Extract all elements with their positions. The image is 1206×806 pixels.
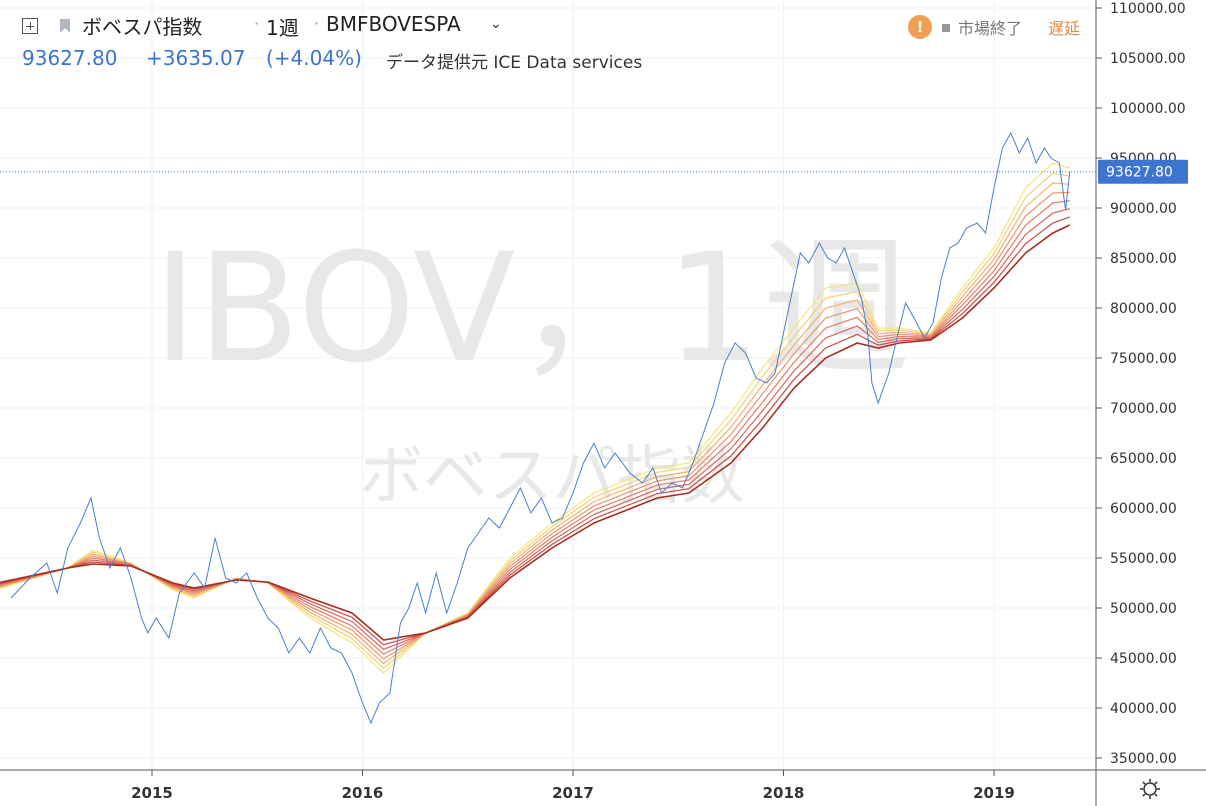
x-tick-label: 2019 <box>973 784 1015 802</box>
chevron-down-icon[interactable]: ⌄ <box>490 16 502 32</box>
ma-ribbon-line <box>0 208 1070 651</box>
ma-ribbon-line <box>0 182 1070 665</box>
warning-icon[interactable]: ! <box>908 15 932 39</box>
gear-tooth <box>1142 793 1146 797</box>
last-price-badge <box>1098 159 1188 184</box>
x-tick-label: 2015 <box>131 784 173 802</box>
x-tick-label: 2018 <box>763 784 805 802</box>
y-tick-label: 40000.00 <box>1110 701 1177 717</box>
y-tick-label: 45000.00 <box>1110 651 1177 667</box>
last-price-badge-text: 93627.80 <box>1106 165 1173 181</box>
watermark-symbol: IBOV，1週 <box>153 222 911 396</box>
y-tick-label: 105000.00 <box>1110 51 1186 67</box>
price-change-percent: (+4.04%) <box>266 46 362 70</box>
data-provider: データ提供元 ICE Data services <box>386 53 643 73</box>
symbol-name[interactable]: ボベスパ指数 <box>82 15 203 39</box>
watermark: IBOV，1週 ボベスパ指数 <box>153 222 911 514</box>
y-tick-label: 90000.00 <box>1110 201 1177 217</box>
x-tick-label: 2017 <box>552 784 594 802</box>
y-tick-label: 60000.00 <box>1110 501 1177 517</box>
y-tick-label: 65000.00 <box>1110 451 1177 467</box>
interval-label[interactable]: 1週 <box>266 16 299 40</box>
ma-ribbon-line <box>0 216 1071 646</box>
header-separator: · <box>314 14 320 33</box>
y-tick-label: 50000.00 <box>1110 601 1177 617</box>
gear-tooth <box>1154 793 1158 797</box>
gear-tooth <box>1142 781 1146 785</box>
gear-ring <box>1143 782 1157 796</box>
ma-ribbon-line <box>0 224 1071 641</box>
y-tick-label: 110000.00 <box>1110 1 1186 17</box>
y-tick-label: 100000.00 <box>1110 101 1186 117</box>
y-tick-label: 80000.00 <box>1110 301 1177 317</box>
last-price-value: 93627.80 <box>22 46 118 70</box>
add-symbol-icon[interactable] <box>22 18 38 34</box>
y-axis[interactable]: 110000.00105000.00100000.0095000.0090000… <box>1095 0 1186 806</box>
x-tick-label: 2016 <box>342 784 384 802</box>
settings-gear-icon[interactable] <box>1140 779 1160 799</box>
price-change: +3635.07 <box>146 46 246 70</box>
y-tick-label: 70000.00 <box>1110 401 1177 417</box>
y-tick-label: 55000.00 <box>1110 551 1177 567</box>
grid <box>0 0 1096 770</box>
market-status-icon <box>942 24 950 32</box>
header-separator: · <box>254 14 260 33</box>
y-tick-label: 35000.00 <box>1110 751 1177 767</box>
y-tick-label: 85000.00 <box>1110 251 1177 267</box>
exchange-ticker[interactable]: BMFBOVESPA <box>326 12 461 36</box>
gear-tooth <box>1154 781 1158 785</box>
flag-icon[interactable] <box>58 18 72 34</box>
price-series-line <box>10 131 1071 725</box>
ma-ribbon <box>0 162 1071 674</box>
ma-ribbon-line <box>0 200 1070 655</box>
ma-ribbon-line <box>0 191 1070 660</box>
ma-ribbon-line <box>0 162 1070 674</box>
last-price-label-group: 93627.80 <box>1098 159 1188 184</box>
x-axis[interactable]: 2015 2016 2017 2018 2019 <box>0 769 1206 802</box>
y-tick-label: 75000.00 <box>1110 351 1177 367</box>
delay-label[interactable]: 遅延 <box>1048 19 1081 38</box>
market-status: 市場終了 <box>958 19 1023 38</box>
ma-ribbon-line <box>0 172 1070 670</box>
